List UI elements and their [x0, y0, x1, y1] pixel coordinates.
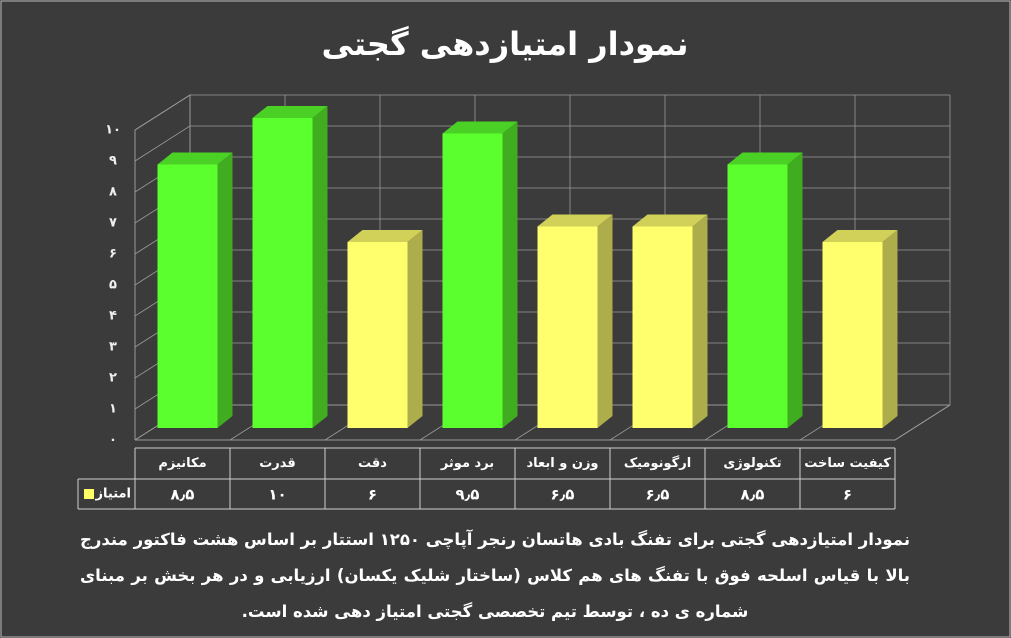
y-tick-label: ۳	[109, 340, 117, 355]
bar-front	[347, 242, 408, 428]
value-label: ۸٫۵	[171, 486, 195, 504]
y-tick-label: ۹	[109, 154, 117, 169]
grid-line	[134, 125, 950, 162]
x-tick-label: مکانیزم	[158, 456, 206, 471]
bar-side	[502, 121, 518, 428]
y-tick-label: ۱	[109, 402, 117, 417]
value-label: ۹٫۵	[456, 486, 480, 504]
bar-front	[822, 242, 883, 428]
bar-front	[537, 226, 598, 428]
chart-title: نمودار امتیازدهی گجتی	[321, 25, 688, 63]
y-tick-label: ۸	[109, 185, 117, 200]
bar-front	[632, 226, 693, 428]
bar-side	[407, 230, 423, 428]
bar-top	[252, 106, 328, 118]
bar-front	[442, 133, 503, 428]
grid-line	[134, 94, 950, 131]
y-tick-label: ۶	[109, 247, 117, 262]
x-tick-label: قدرت	[259, 456, 296, 471]
value-label: ۶	[843, 486, 852, 504]
y-tick-label: ۰	[109, 433, 117, 448]
x-tick-label: کیفیت ساخت	[804, 456, 891, 471]
bar-top	[442, 121, 518, 134]
bar-side	[787, 152, 803, 428]
bar-front	[157, 164, 218, 428]
bar-front	[727, 164, 788, 428]
bar-side	[597, 214, 613, 428]
bar-side	[312, 106, 328, 428]
bar-side	[692, 214, 708, 428]
bar-side	[217, 152, 233, 428]
value-label: ۸٫۵	[741, 486, 765, 504]
y-tick-label: ۵	[109, 278, 117, 293]
bar-side	[882, 230, 898, 428]
x-tick-label: وزن و ابعاد	[526, 456, 598, 471]
bar-top	[822, 230, 898, 242]
legend-label: امتیاز	[95, 487, 131, 502]
bar-top	[727, 152, 803, 165]
bar-top	[157, 152, 233, 165]
bar	[727, 152, 803, 428]
bar-top	[632, 214, 708, 227]
x-tick-label: برد موثر	[440, 456, 494, 471]
value-label: ۶	[368, 486, 377, 504]
y-tick-label: ۷	[109, 216, 117, 231]
bar-front	[252, 118, 313, 428]
value-label: ۱۰	[268, 486, 286, 504]
bar-top	[347, 230, 423, 242]
bar	[632, 214, 708, 428]
y-tick-label: ۲	[109, 371, 117, 386]
bar	[442, 121, 518, 428]
floor-line	[894, 404, 951, 441]
y-tick-label: ۱۰	[105, 123, 121, 138]
bar	[822, 230, 898, 428]
legend-swatch	[84, 489, 94, 499]
bar	[347, 230, 423, 428]
bar	[157, 152, 233, 428]
bar	[537, 214, 613, 428]
bar	[252, 106, 328, 428]
x-tick-label: تکنولوژی	[723, 456, 781, 471]
bar-top	[537, 214, 613, 227]
value-label: ۶٫۵	[646, 486, 670, 504]
y-tick-label: ۴	[109, 309, 117, 324]
value-label: ۶٫۵	[551, 486, 575, 504]
caption: نمودار امتیازدهی گجتی برای تفنگ بادی هات…	[80, 530, 911, 621]
x-tick-label: دقت	[358, 456, 387, 471]
x-tick-label: ارگونومیک	[624, 455, 691, 471]
